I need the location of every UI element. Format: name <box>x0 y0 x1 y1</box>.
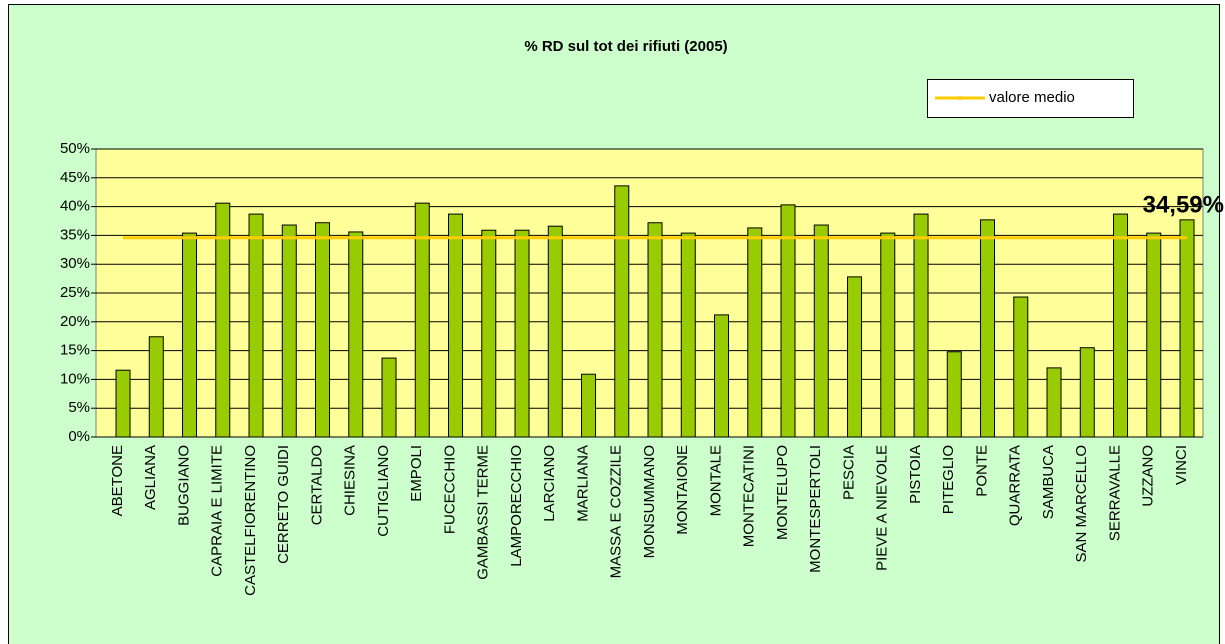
bar <box>614 185 630 438</box>
bar <box>813 224 829 438</box>
x-tick-label: LARCIANO <box>541 445 558 522</box>
y-tick-label: 45% <box>60 169 90 186</box>
y-tick-label: 50% <box>60 140 90 157</box>
y-tick-label: 40% <box>60 198 90 215</box>
bar <box>647 222 663 438</box>
bar <box>348 231 364 438</box>
bar <box>148 336 164 438</box>
x-tick-label: LAMPORECCHIO <box>508 445 525 567</box>
x-tick-label: SAN MARCELLO <box>1073 445 1090 563</box>
bar <box>481 229 497 438</box>
x-tick-label: MONTECATINI <box>741 445 758 547</box>
x-tick-label: ABETONE <box>109 445 126 516</box>
x-tick-label: MONTELUPO <box>774 445 791 540</box>
legend-label: valore medio <box>989 89 1075 106</box>
bar <box>547 225 563 438</box>
bar <box>514 229 530 438</box>
bar <box>182 232 198 438</box>
bar <box>1179 219 1195 438</box>
x-tick-label: MONTAIONE <box>674 445 691 535</box>
x-tick-label: CAPRAIA E LIMITE <box>209 445 226 577</box>
chart-title: % RD sul tot dei rifiuti (2005) <box>524 38 727 55</box>
bar <box>714 314 730 438</box>
bar <box>281 224 297 438</box>
y-tick-label: 20% <box>60 313 90 330</box>
x-tick-label: MASSA E COZZILE <box>608 445 625 578</box>
x-tick-label: CASTELFIORENTINO <box>242 445 259 596</box>
x-tick-label: CERRETO GUIDI <box>275 445 292 564</box>
bar <box>1046 367 1062 438</box>
bar <box>1146 232 1162 438</box>
bar <box>980 219 996 438</box>
y-tick-label: 30% <box>60 255 90 272</box>
bar <box>913 213 929 438</box>
bar <box>381 357 397 438</box>
y-tick-label: 10% <box>60 370 90 387</box>
x-tick-label: BUGGIANO <box>175 445 192 526</box>
bar <box>115 369 131 438</box>
x-tick-label: SAMBUCA <box>1040 445 1057 519</box>
x-tick-label: MONTALE <box>707 445 724 516</box>
x-tick-label: VINCI <box>1173 445 1190 485</box>
x-tick-label: CHIESINA <box>342 445 359 516</box>
bar <box>847 276 863 438</box>
x-tick-label: PIEVE A NIEVOLE <box>874 445 891 571</box>
bar <box>680 232 696 438</box>
y-tick-label: 25% <box>60 284 90 301</box>
bar <box>1113 213 1129 438</box>
y-tick-label: 15% <box>60 342 90 359</box>
bar <box>1079 347 1095 438</box>
bar <box>448 213 464 438</box>
x-tick-label: MARLIANA <box>574 445 591 522</box>
bar <box>581 373 597 438</box>
y-tick-label: 35% <box>60 226 90 243</box>
bar <box>248 213 264 438</box>
x-tick-label: EMPOLI <box>408 445 425 502</box>
bar <box>1013 296 1029 438</box>
x-tick-label: SERRAVALLE <box>1106 445 1123 541</box>
x-tick-label: PITEGLIO <box>940 445 957 514</box>
mean-label: 34,59% <box>1143 191 1224 218</box>
bar <box>780 204 796 438</box>
x-tick-label: UZZANO <box>1140 445 1157 507</box>
y-tick-label: 5% <box>68 399 90 416</box>
x-tick-label: CUTIGLIANO <box>375 445 392 537</box>
legend-marker <box>958 96 962 100</box>
x-tick-label: PISTOIA <box>907 445 924 504</box>
x-tick-label: CERTALDO <box>308 445 325 525</box>
bar <box>946 351 962 438</box>
x-tick-label: PESCIA <box>840 445 857 500</box>
bar <box>880 232 896 438</box>
bar <box>747 227 763 438</box>
x-tick-label: MONTESPERTOLI <box>807 445 824 573</box>
x-tick-label: QUARRATA <box>1007 445 1024 526</box>
x-tick-label: MONSUMMANO <box>641 445 658 558</box>
y-tick-label: 0% <box>68 428 90 445</box>
x-tick-label: PONTE <box>973 445 990 497</box>
x-tick-label: GAMBASSI TERME <box>475 445 492 580</box>
x-tick-label: FUCECCHIO <box>441 445 458 534</box>
bar <box>315 222 331 438</box>
x-tick-label: AGLIANA <box>142 445 159 510</box>
